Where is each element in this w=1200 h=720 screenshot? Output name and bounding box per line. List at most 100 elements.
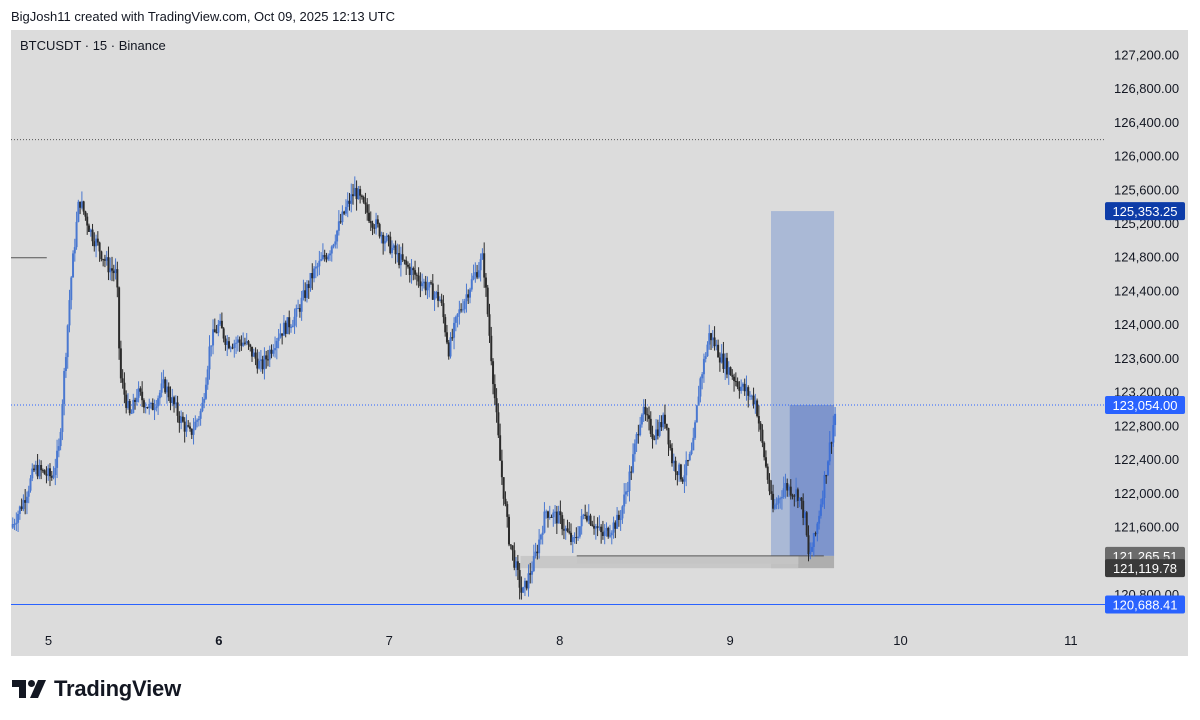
candle-body (624, 491, 627, 495)
candle-body (750, 395, 753, 397)
candle-body (591, 524, 594, 526)
candle-body (151, 402, 154, 410)
candle-body (157, 398, 160, 407)
candle-body (704, 356, 707, 359)
tradingview-brand[interactable]: TradingView (12, 675, 181, 703)
candle-body (82, 201, 85, 212)
candle-body (121, 378, 124, 383)
candle-body (367, 212, 370, 222)
candle-body (359, 189, 362, 196)
candle-body (158, 392, 161, 399)
y-tick-label: 127,200.00 (1114, 47, 1179, 62)
candle-body (263, 355, 266, 370)
candle-body (647, 415, 650, 419)
candle-body (470, 279, 473, 290)
candle-body (291, 325, 294, 328)
candle-body (777, 498, 780, 504)
candle-body (160, 383, 163, 393)
candle-body (658, 422, 661, 436)
candle-body (438, 299, 441, 301)
candle-body (98, 242, 101, 252)
candle-body (577, 536, 580, 539)
candle-body (775, 503, 778, 505)
candle-body (780, 497, 783, 499)
candle-body (48, 468, 51, 477)
candle-body (649, 418, 652, 434)
candle-body (578, 526, 581, 537)
candle-body (128, 400, 131, 414)
candle-body (536, 551, 539, 554)
price-chart[interactable]: 127,200.00 126,800.00 126,400.00 126,000.00… (11, 30, 1188, 656)
candle-body (59, 431, 62, 447)
y-tick-label: 121,600.00 (1114, 520, 1179, 535)
candle-body (233, 343, 236, 348)
candle-body (18, 506, 21, 514)
candle-body (770, 491, 773, 494)
candle-body (465, 294, 468, 302)
candle-body (148, 404, 151, 409)
x-tick-label: 11 (1064, 633, 1078, 648)
candle-body (809, 551, 812, 555)
candle-body (660, 422, 663, 428)
candle-body (803, 512, 806, 518)
candle-body (796, 489, 799, 501)
candle-body (103, 259, 106, 261)
candle-body (688, 454, 691, 461)
candle-body (483, 253, 486, 278)
candle-body (33, 468, 36, 471)
candle-body (692, 437, 695, 451)
candle-body (181, 416, 184, 422)
chart-frame[interactable]: 127,200.00 126,800.00 126,400.00 126,000.00… (11, 30, 1188, 656)
candle-body (722, 353, 725, 369)
candle-body (96, 238, 99, 243)
candle-body (630, 471, 633, 473)
candle-body (150, 402, 153, 405)
candle-body (332, 244, 335, 247)
candle-body (114, 269, 117, 274)
candle-body (102, 259, 105, 261)
candle-body (387, 235, 390, 237)
y-tick-label: 122,400.00 (1114, 452, 1179, 467)
candle-body (554, 511, 557, 513)
candle-body (731, 375, 734, 377)
candle-body (614, 522, 617, 529)
y-tick-label: 122,800.00 (1114, 418, 1179, 433)
candle-body (11, 524, 14, 528)
candle-body (717, 344, 720, 358)
candle-body (45, 474, 48, 476)
candle-body (616, 514, 619, 529)
candle-body (362, 197, 365, 203)
candle-body (440, 299, 443, 304)
candle-body (392, 245, 395, 248)
candle-body (422, 281, 425, 284)
candle-body (219, 320, 222, 325)
candle-body (729, 367, 732, 376)
candle-body (594, 526, 597, 529)
candle-body (834, 413, 837, 426)
candle-body (495, 398, 498, 413)
candle-body (167, 386, 170, 398)
candle-body (165, 386, 168, 393)
candle-body (713, 337, 716, 347)
candle-body (477, 270, 480, 278)
candle-body (644, 406, 647, 415)
x-tick-label: 9 (726, 633, 733, 648)
candle-body (240, 342, 243, 346)
candle-body (348, 200, 351, 204)
price-label-badge (1105, 202, 1185, 221)
candle-body (410, 268, 413, 276)
candle-body (304, 290, 307, 298)
candle-body (341, 211, 344, 223)
candle-body (134, 399, 137, 402)
candle-body (830, 442, 833, 444)
candle-body (336, 230, 339, 242)
candle-body (313, 268, 316, 279)
candle-body (203, 398, 206, 403)
candle-body (772, 493, 775, 509)
candle-body (564, 528, 567, 531)
tradingview-wordmark: TradingView (54, 676, 181, 701)
candle-body (295, 308, 298, 317)
candle-body (343, 211, 346, 214)
price-label-text: 123,054.00 (1112, 398, 1177, 413)
candle-body (75, 221, 78, 248)
